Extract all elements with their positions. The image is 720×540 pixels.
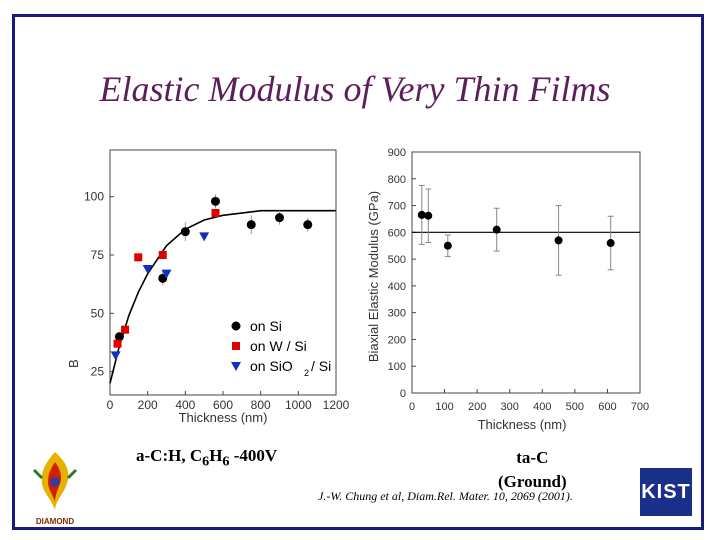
point-on-w-si bbox=[158, 251, 167, 259]
point-on-si bbox=[158, 273, 168, 283]
y-tick-label-4: 400 bbox=[388, 281, 406, 293]
caption-left-tail: -400V bbox=[229, 446, 278, 465]
point-on-si bbox=[114, 332, 124, 342]
citation: J.-W. Chung et al, Diam.Rel. Mater. 10, … bbox=[318, 489, 573, 503]
legend-label-on-w-si: on W / Si bbox=[250, 338, 307, 354]
slide-frame bbox=[12, 14, 704, 530]
chart-right: 0 100 200 300 400 500 600 700 0 100 200 300 400 500 60… bbox=[366, 147, 649, 432]
data-point bbox=[417, 210, 426, 219]
y-tick-label-5: 500 bbox=[388, 254, 406, 266]
chart-left: 0 200 400 600 800 1000 1200 25 50 75 100 Thickness … bbox=[66, 149, 350, 425]
x-tick-label-3: 300 bbox=[501, 401, 519, 413]
y-tick-label-8: 800 bbox=[388, 174, 406, 186]
data-point bbox=[606, 239, 615, 248]
data-point bbox=[554, 236, 563, 245]
point-on-si bbox=[210, 196, 220, 206]
point-on-sio2-si bbox=[199, 232, 210, 242]
x-axis-title: Thickness (nm) bbox=[179, 410, 268, 425]
legend-label-on-si: on Si bbox=[250, 318, 282, 334]
y-tick-label-3: 100 bbox=[84, 190, 104, 204]
legend-marker-on-w-si bbox=[232, 342, 240, 350]
diamond-logo: DIAMOND bbox=[26, 448, 84, 526]
caption-left: a-C:H, C6H6 -400V bbox=[136, 446, 277, 470]
x-tick-label-5: 1000 bbox=[285, 398, 312, 412]
y-tick-label-2: 75 bbox=[91, 248, 105, 262]
data-point bbox=[424, 211, 433, 220]
y-tick-label-1: 100 bbox=[388, 361, 406, 373]
legend-label-on-sio2: on SiO bbox=[250, 358, 293, 374]
x-axis-title: Thickness (nm) bbox=[478, 417, 567, 432]
point-on-si bbox=[180, 227, 190, 237]
caption-left-mid: H bbox=[209, 446, 223, 465]
fit-curve bbox=[109, 209, 336, 384]
point-on-w-si bbox=[211, 209, 220, 217]
chart-left-frame bbox=[109, 149, 337, 396]
legend-label-subscript: 2 bbox=[304, 368, 309, 378]
caption-left-sub2: 6 bbox=[222, 453, 230, 470]
point-on-sio2-si bbox=[110, 351, 121, 361]
x-tick-label-0: 0 bbox=[409, 401, 415, 413]
caption-right-line1: ta-C bbox=[516, 448, 549, 467]
caption-right: ta-C (Ground) bbox=[498, 446, 567, 494]
point-on-si bbox=[303, 220, 313, 230]
y-tick-label-6: 600 bbox=[388, 227, 406, 239]
slide-title: Elastic Modulus of Very Thin Films bbox=[99, 69, 611, 109]
x-tick-label-1: 100 bbox=[435, 401, 453, 413]
y-tick-label-9: 900 bbox=[388, 147, 406, 159]
point-on-si bbox=[246, 220, 256, 230]
legend-marker-on-si bbox=[231, 321, 241, 331]
point-on-sio2-si bbox=[161, 269, 172, 279]
x-tick-label-0: 0 bbox=[107, 398, 114, 412]
legend-marker-on-sio2-si bbox=[231, 362, 241, 371]
point-on-si bbox=[275, 213, 284, 223]
point-on-sio2-si bbox=[142, 265, 153, 274]
x-tick-label-5: 500 bbox=[566, 401, 584, 413]
x-tick-label-6: 1200 bbox=[323, 398, 350, 412]
caption-left-main: a-C:H, C bbox=[136, 446, 203, 465]
y-tick-label-2: 200 bbox=[388, 334, 406, 346]
x-tick-label-1: 200 bbox=[138, 398, 158, 412]
diamond-flame-icon bbox=[32, 452, 78, 510]
y-tick-label-0: 25 bbox=[91, 365, 105, 379]
x-tick-label-4: 800 bbox=[251, 398, 271, 412]
y-tick-label-7: 700 bbox=[388, 201, 406, 213]
point-on-w-si bbox=[121, 325, 130, 334]
caption-right-line2: (Ground) bbox=[498, 472, 567, 491]
caption-left-sub1: 6 bbox=[202, 453, 210, 470]
data-point bbox=[492, 225, 501, 234]
y-tick-label-3: 300 bbox=[388, 308, 406, 320]
x-tick-label-4: 400 bbox=[533, 401, 551, 413]
x-tick-label-3: 600 bbox=[213, 398, 233, 412]
x-tick-label-6: 600 bbox=[598, 401, 616, 413]
chart-right-frame bbox=[411, 151, 641, 394]
diamond-logo-text: DIAMOND bbox=[35, 517, 75, 526]
point-on-w-si bbox=[134, 253, 143, 262]
y-tick-label-1: 50 bbox=[91, 306, 105, 320]
x-tick-label-7: 700 bbox=[631, 401, 649, 413]
x-tick-label-2: 400 bbox=[175, 398, 195, 412]
y-tick-label-0: 0 bbox=[400, 388, 406, 400]
data-point bbox=[443, 241, 452, 250]
y-axis-title: Biaxial Elastic Modulus (GPa) bbox=[366, 191, 381, 362]
x-tick-label-2: 200 bbox=[468, 401, 486, 413]
legend-label-si-tail: / Si bbox=[311, 358, 331, 374]
point-on-w-si bbox=[113, 339, 122, 348]
y-axis-title: B bbox=[66, 359, 81, 368]
kist-logo: KIST bbox=[640, 468, 692, 516]
